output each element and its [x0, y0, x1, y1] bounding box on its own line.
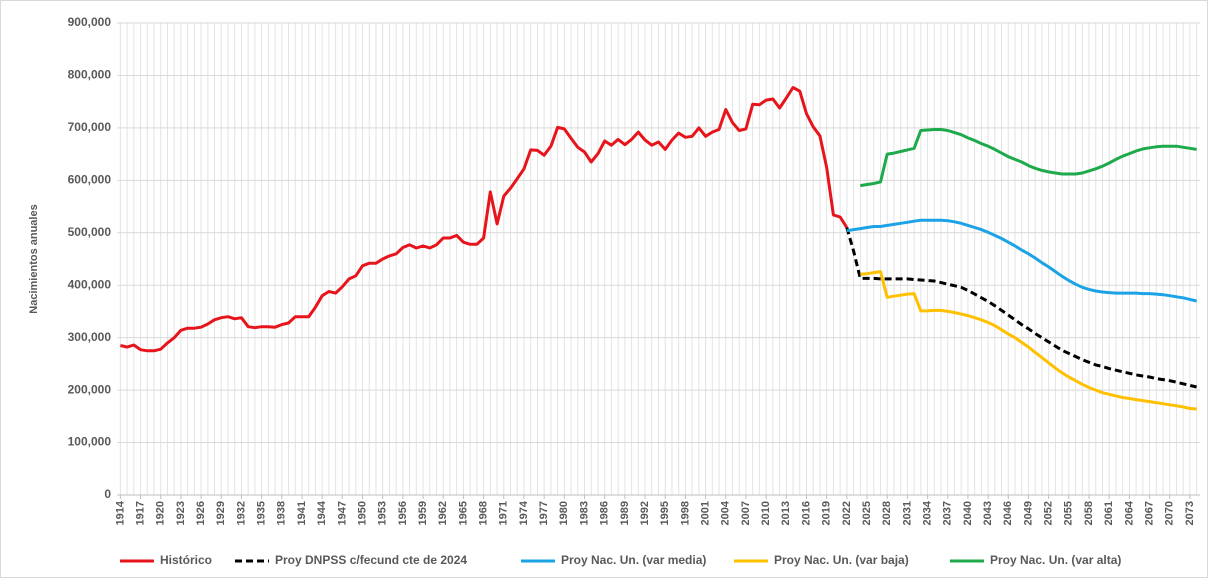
- y-tick-label: 100,000: [68, 435, 112, 449]
- series-line: [846, 218, 1197, 303]
- x-tick-label: 1992: [639, 501, 651, 525]
- series-line: [860, 270, 1197, 411]
- y-tick-label: 500,000: [68, 225, 112, 239]
- x-tick-label: 2049: [1022, 501, 1034, 525]
- x-tick-label: 1941: [296, 501, 308, 525]
- x-tick-label: 2028: [881, 501, 893, 525]
- x-tick-label: 1938: [276, 501, 288, 525]
- x-tick-label: 2022: [841, 501, 853, 525]
- x-tick-label: 1920: [155, 501, 167, 525]
- x-tick-label: 2001: [699, 501, 711, 525]
- x-tick-label: 2064: [1123, 500, 1135, 525]
- x-tick-label: 1965: [457, 501, 469, 525]
- x-tick-label: 2019: [821, 501, 833, 525]
- x-tick-label: 1947: [336, 501, 348, 525]
- x-tick-label: 1980: [558, 501, 570, 525]
- x-tick-label: 1983: [578, 501, 590, 525]
- x-tick-label: 2070: [1164, 501, 1176, 525]
- x-tick-label: 1929: [215, 501, 227, 525]
- x-tick-label: 2040: [962, 501, 974, 525]
- x-tick-label: 2067: [1143, 501, 1155, 525]
- y-tick-label: 200,000: [68, 382, 112, 396]
- x-tick-label: 2007: [740, 501, 752, 525]
- x-tick-label: 2025: [861, 501, 873, 525]
- x-tick-label: 2073: [1184, 501, 1196, 525]
- series-line: [860, 128, 1197, 188]
- x-tick-label: 1932: [235, 501, 247, 525]
- legend-label: Proy Nac. Un. (var baja): [774, 553, 909, 567]
- x-tick-label: 2031: [901, 501, 913, 525]
- legend-label: Proy DNPSS c/fecund cte de 2024: [275, 553, 467, 567]
- legend-label: Proy Nac. Un. (var media): [561, 553, 706, 567]
- x-tick-label: 2010: [760, 501, 772, 525]
- x-tick-label: 1926: [195, 501, 207, 525]
- x-tick-label: 1917: [134, 501, 146, 525]
- series-line: [120, 86, 849, 353]
- x-tick-label: 1923: [175, 501, 187, 525]
- x-tick-label: 2034: [921, 500, 933, 525]
- x-tick-label: 1998: [679, 501, 691, 525]
- legend-label: Proy Nac. Un. (var alta): [990, 553, 1121, 567]
- x-tick-label: 2043: [982, 501, 994, 525]
- x-tick-label: 1968: [478, 501, 490, 525]
- series-line: [845, 227, 1197, 389]
- x-tick-label: 2058: [1083, 501, 1095, 525]
- x-tick-label: 2016: [800, 501, 812, 525]
- x-tick-label: 2046: [1002, 501, 1014, 525]
- y-tick-label: 800,000: [68, 68, 112, 82]
- y-axis-label: Nacimientos anuales: [28, 204, 40, 313]
- y-tick-label: 600,000: [68, 173, 112, 187]
- y-tick-label: 0: [104, 487, 111, 501]
- x-tick-label: 1953: [377, 501, 389, 525]
- y-tick-label: 400,000: [68, 277, 112, 291]
- x-tick-label: 1962: [437, 501, 449, 525]
- x-tick-label: 2037: [942, 501, 954, 525]
- x-tick-label: 2055: [1063, 501, 1075, 525]
- x-tick-label: 1986: [599, 501, 611, 525]
- x-tick-label: 1971: [498, 501, 510, 525]
- y-tick-label: 300,000: [68, 330, 112, 344]
- x-tick-label: 2052: [1043, 501, 1055, 525]
- x-tick-label: 1950: [356, 501, 368, 525]
- x-tick-label: 1959: [417, 501, 429, 525]
- x-tick-label: 1935: [256, 501, 268, 525]
- x-tick-label: 1914: [114, 500, 126, 525]
- legend-label: Histórico: [160, 553, 212, 567]
- x-tick-label: 1995: [659, 501, 671, 525]
- x-tick-label: 2013: [780, 501, 792, 525]
- x-tick-label: 2004: [720, 500, 732, 525]
- x-tick-label: 1944: [316, 500, 328, 525]
- x-tick-label: 2061: [1103, 501, 1115, 525]
- x-tick-label: 1989: [619, 501, 631, 525]
- x-tick-label: 1977: [538, 501, 550, 525]
- x-tick-label: 1974: [518, 500, 530, 525]
- y-tick-label: 700,000: [68, 120, 112, 134]
- y-tick-label: 900,000: [68, 15, 112, 29]
- x-tick-label: 1956: [397, 501, 409, 525]
